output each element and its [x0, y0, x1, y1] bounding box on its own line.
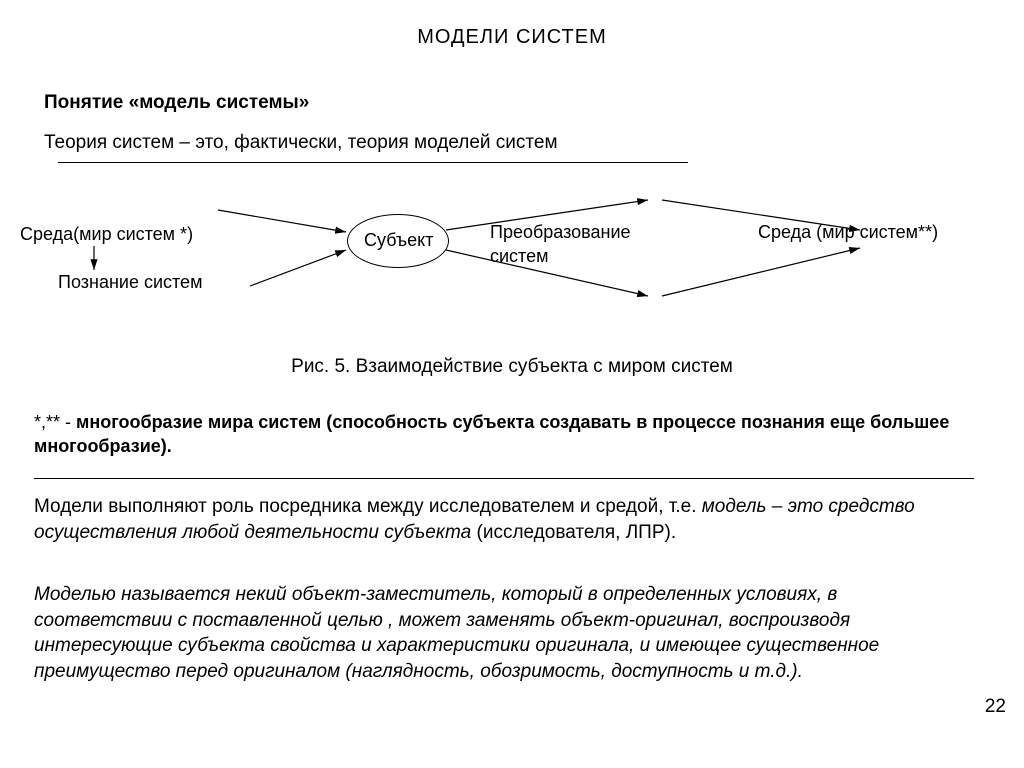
- body-para-2: Моделью называется некий объект-заместит…: [34, 582, 980, 685]
- diagram-area: Среда(мир систем *) Познание систем Прео…: [0, 170, 1024, 370]
- arrow-up-to-env: [662, 248, 860, 296]
- body1-part2: (исследователя, ЛПР).: [471, 522, 676, 543]
- intro-text: Теория систем – это, фактически, теория …: [44, 132, 558, 154]
- section-subtitle: Понятие «модель системы»: [44, 92, 309, 114]
- arrow-cognition-to-subject: [250, 250, 346, 286]
- footnote-prefix: *,** -: [34, 412, 76, 432]
- slide-page: МОДЕЛИ СИСТЕМ Понятие «модель системы» Т…: [0, 0, 1024, 768]
- arrow-subject-to-down: [446, 250, 648, 296]
- body-para-1: Модели выполняют роль посредника между и…: [34, 494, 980, 545]
- arrow-env-to-subject: [218, 210, 346, 232]
- body1-part1: Модели выполняют роль посредника между и…: [34, 496, 702, 517]
- footnote-text: многообразие мира систем (способность су…: [34, 412, 949, 456]
- arrow-subject-to-transform: [446, 200, 648, 230]
- divider-bottom: [34, 478, 974, 479]
- page-number: 22: [985, 696, 1006, 718]
- diagram-arrows: [0, 170, 1024, 370]
- divider-top: [58, 162, 688, 163]
- page-title: МОДЕЛИ СИСТЕМ: [0, 26, 1024, 49]
- arrow-transform-to-env: [662, 200, 860, 230]
- footnote: *,** - многообразие мира систем (способн…: [34, 410, 974, 459]
- figure-caption: Рис. 5. Взаимодействие субъекта с миром …: [0, 356, 1024, 378]
